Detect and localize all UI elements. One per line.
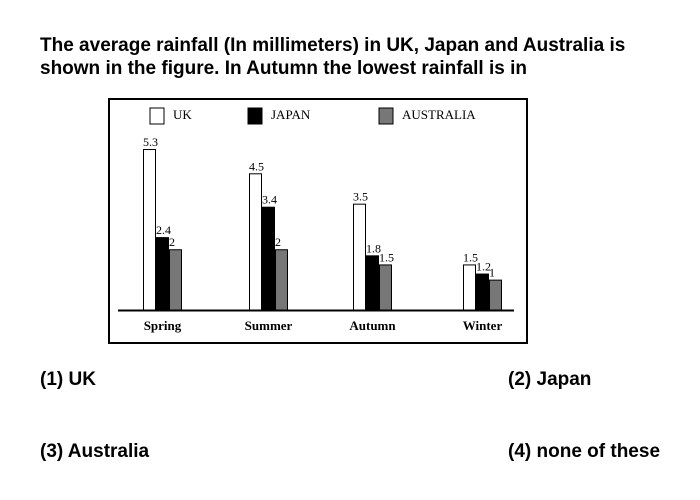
- category-label-winter: Winter: [463, 318, 503, 333]
- legend-label-uk: UK: [173, 107, 192, 122]
- option-2[interactable]: (2) Japan: [508, 369, 592, 390]
- rainfall-chart: UK JAPAN AUSTRALIA 5.3 2.4 2 Spring 4.5 3.4 2 Summ…: [108, 98, 528, 344]
- category-label-autumn: Autumn: [349, 318, 396, 333]
- data-label-australia-winter: 1: [489, 266, 495, 280]
- data-label-uk-summer: 4.5: [249, 159, 264, 173]
- category-label-spring: Spring: [144, 318, 182, 333]
- option-3[interactable]: (3) Australia: [40, 441, 150, 462]
- chart-svg: UK JAPAN AUSTRALIA5.32.42Spring4.53.42Summ…: [118, 107, 514, 333]
- legend-swatch-japan: [247, 107, 263, 125]
- bar-uk-winter: [463, 264, 476, 311]
- option-4[interactable]: (4) none of these: [508, 441, 661, 462]
- legend-swatch-australia: [378, 107, 394, 125]
- question-line-1: The average rainfall (In millimeters) in…: [40, 35, 626, 56]
- data-label-japan-autumn: 1.8: [366, 241, 381, 255]
- question-text: The average rainfall (In millimeters) in…: [40, 34, 680, 80]
- option-1[interactable]: (1) UK: [40, 369, 96, 390]
- data-label-australia-spring: 2: [169, 235, 175, 249]
- data-label-uk-winter: 1.5: [463, 250, 478, 264]
- data-label-japan-winter: 1.2: [476, 260, 491, 274]
- question-line-2: shown in the figure. In Autumn the lowes…: [40, 58, 527, 79]
- legend-label-japan: JAPAN: [271, 107, 311, 122]
- category-label-summer: Summer: [245, 318, 293, 333]
- bar-australia-autumn: [379, 264, 392, 311]
- data-label-uk-autumn: 3.5: [353, 190, 368, 204]
- data-label-australia-autumn: 1.5: [379, 250, 394, 264]
- data-label-uk-spring: 5.3: [143, 135, 158, 149]
- bar-australia-winter: [489, 279, 502, 311]
- bar-australia-spring: [169, 249, 182, 311]
- legend-label-australia: AUSTRALIA: [402, 107, 476, 122]
- bar-japan-winter: [476, 273, 489, 311]
- bar-uk-spring: [143, 149, 156, 311]
- bar-uk-summer: [249, 173, 262, 311]
- data-label-japan-summer: 3.4: [262, 193, 277, 207]
- legend-swatch-uk: [149, 107, 165, 125]
- bar-japan-autumn: [366, 255, 379, 311]
- bar-japan-spring: [156, 237, 169, 311]
- bar-japan-summer: [262, 206, 275, 311]
- data-label-japan-spring: 2.4: [156, 223, 171, 237]
- data-label-australia-summer: 2: [275, 235, 281, 249]
- bar-australia-summer: [275, 249, 288, 311]
- bar-uk-autumn: [353, 203, 366, 311]
